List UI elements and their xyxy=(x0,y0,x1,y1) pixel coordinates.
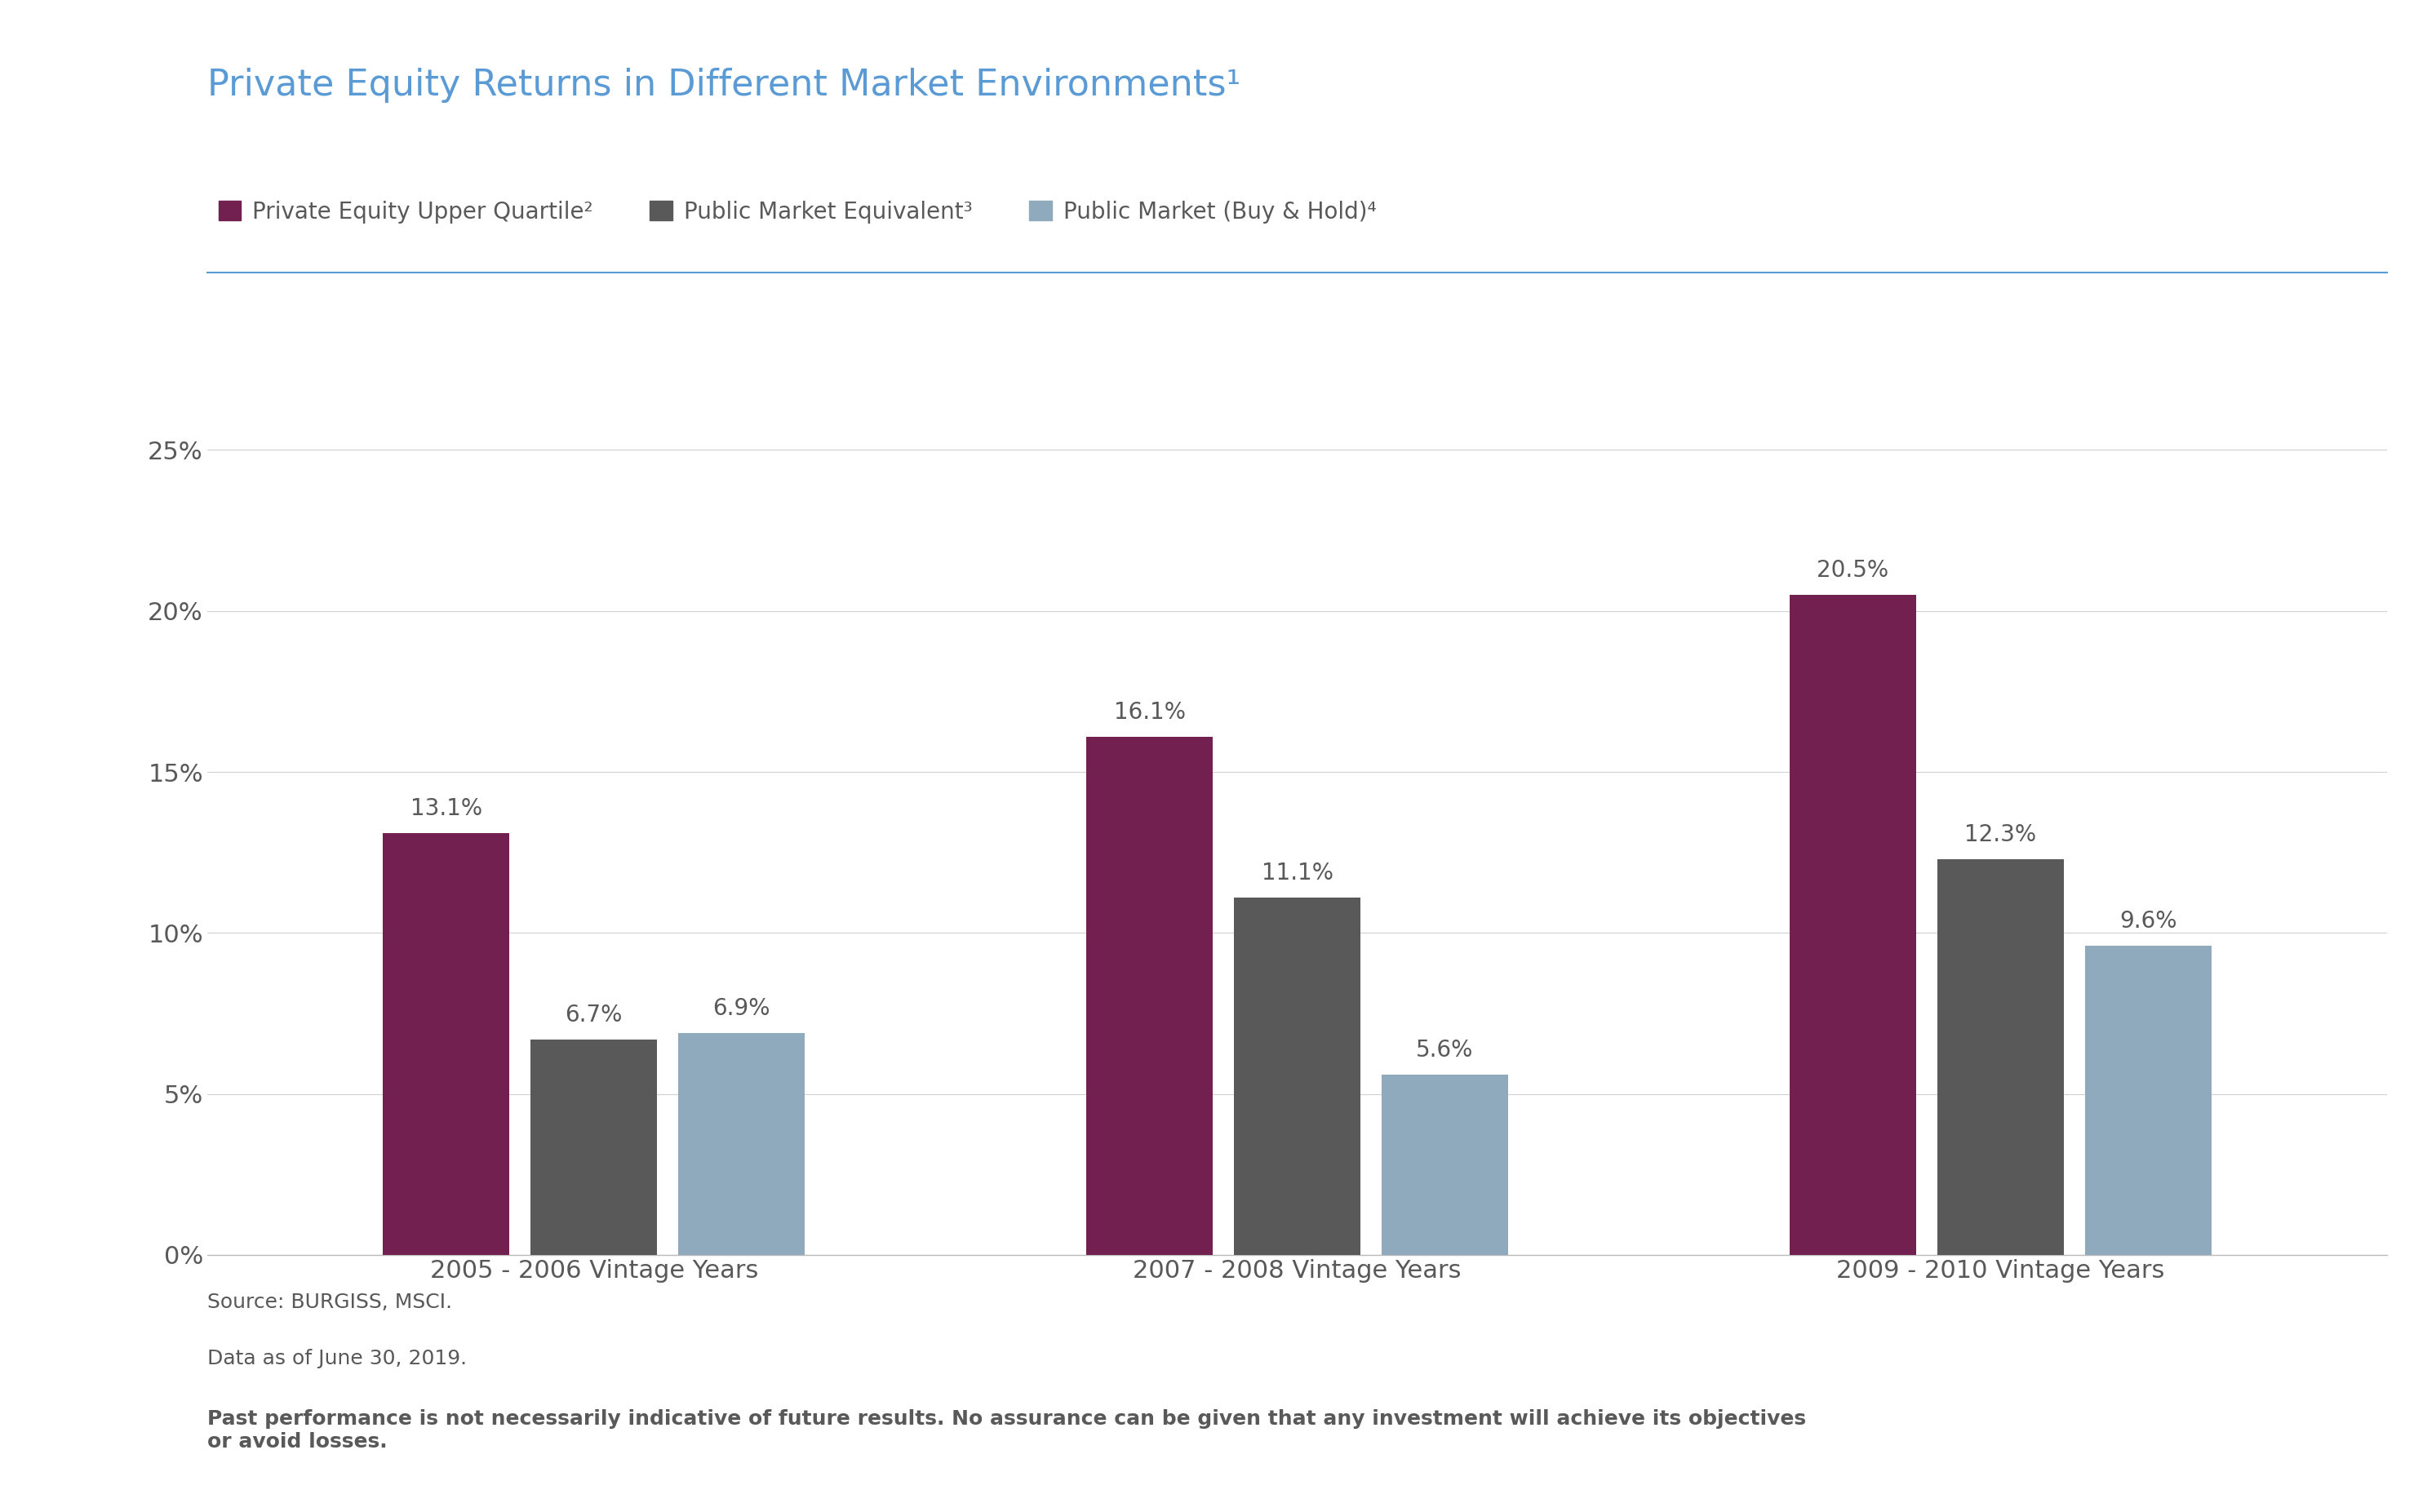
Legend: Private Equity Upper Quartile², Public Market Equivalent³, Public Market (Buy & : Private Equity Upper Quartile², Public M… xyxy=(219,200,1376,224)
Text: Source: BURGISS, MSCI.: Source: BURGISS, MSCI. xyxy=(207,1293,453,1312)
Text: Past performance is not necessarily indicative of future results. No assurance c: Past performance is not necessarily indi… xyxy=(207,1409,1805,1452)
Text: 12.3%: 12.3% xyxy=(1963,823,2036,847)
Text: 6.7%: 6.7% xyxy=(565,1004,624,1027)
Bar xyxy=(1937,859,2063,1255)
Bar xyxy=(1381,1075,1508,1255)
Bar xyxy=(1086,736,1213,1255)
Bar xyxy=(2085,947,2212,1255)
Bar xyxy=(531,1039,658,1255)
Text: 20.5%: 20.5% xyxy=(1817,559,1888,582)
Text: Data as of June 30, 2019.: Data as of June 30, 2019. xyxy=(207,1349,468,1368)
Text: 16.1%: 16.1% xyxy=(1113,702,1186,724)
Bar xyxy=(1790,594,1917,1255)
Text: 6.9%: 6.9% xyxy=(714,996,770,1021)
Bar xyxy=(677,1033,804,1255)
Bar xyxy=(382,833,509,1255)
Text: Private Equity Returns in Different Market Environments¹: Private Equity Returns in Different Mark… xyxy=(207,68,1240,103)
Text: 11.1%: 11.1% xyxy=(1262,862,1332,885)
Bar xyxy=(1235,898,1359,1255)
Text: 5.6%: 5.6% xyxy=(1415,1039,1474,1061)
Text: 9.6%: 9.6% xyxy=(2119,910,2178,933)
Text: 13.1%: 13.1% xyxy=(409,797,482,820)
